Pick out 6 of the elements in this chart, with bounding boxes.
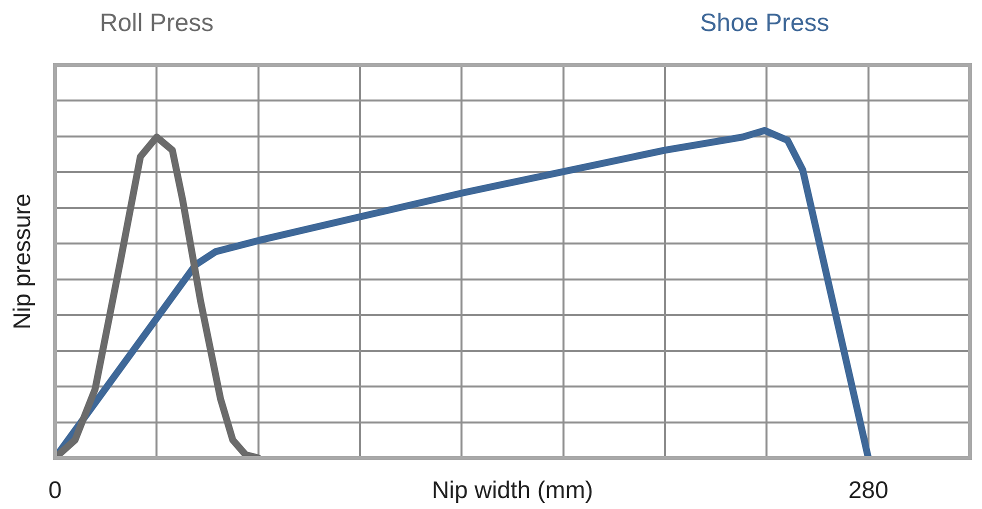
y-axis-title: Nip pressure [9, 193, 36, 330]
x-axis-title: Nip width (mm) [432, 477, 594, 504]
x-tick-label: 0 [48, 477, 62, 504]
text: Roll Press [100, 9, 214, 37]
x-tick-label: 280 [848, 477, 888, 504]
text: Shoe Press [700, 9, 830, 37]
